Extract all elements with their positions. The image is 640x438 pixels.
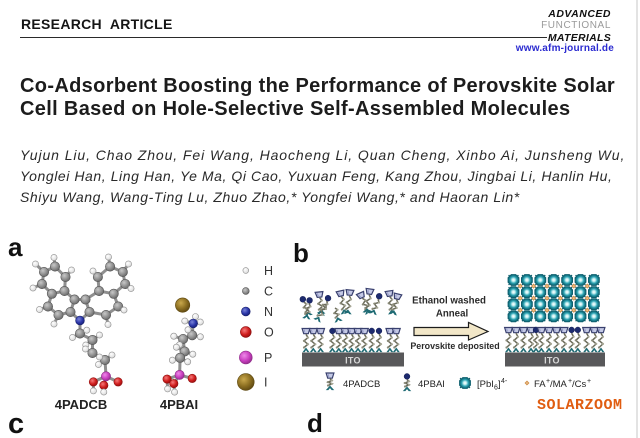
svg-text:+: +	[546, 378, 550, 385]
svg-text:[PbI: [PbI	[477, 379, 494, 390]
svg-text:a: a	[8, 232, 23, 262]
svg-text:ITO: ITO	[345, 356, 361, 366]
svg-text:4PBAI: 4PBAI	[160, 397, 198, 412]
svg-text:4PADCB: 4PADCB	[55, 397, 108, 412]
svg-text:Anneal: Anneal	[436, 309, 468, 320]
svg-text:b: b	[293, 238, 309, 268]
svg-text:/Cs: /Cs	[572, 379, 587, 390]
svg-text:]: ]	[498, 379, 501, 390]
svg-text:I: I	[264, 376, 267, 390]
svg-text:C: C	[264, 285, 273, 299]
svg-text:+: +	[568, 378, 572, 385]
svg-text:+: +	[587, 378, 591, 385]
svg-text:4-: 4-	[501, 378, 508, 385]
svg-text:SOLARZOOM: SOLARZOOM	[537, 397, 623, 414]
svg-text:4PADCB: 4PADCB	[343, 379, 380, 390]
svg-text:/MA: /MA	[550, 379, 568, 390]
svg-text:H: H	[264, 264, 273, 278]
svg-text:d: d	[307, 408, 323, 438]
svg-text:O: O	[264, 326, 274, 340]
svg-text:4PBAI: 4PBAI	[418, 379, 445, 390]
svg-text:P: P	[264, 351, 272, 365]
svg-text:ITO: ITO	[544, 356, 560, 366]
svg-text:6: 6	[494, 385, 498, 392]
svg-text:FA: FA	[534, 379, 546, 390]
svg-text:N: N	[264, 305, 273, 319]
svg-text:Perovskite deposited: Perovskite deposited	[410, 341, 499, 351]
svg-text:Ethanol washed: Ethanol washed	[412, 296, 486, 307]
svg-text:c: c	[8, 408, 24, 438]
